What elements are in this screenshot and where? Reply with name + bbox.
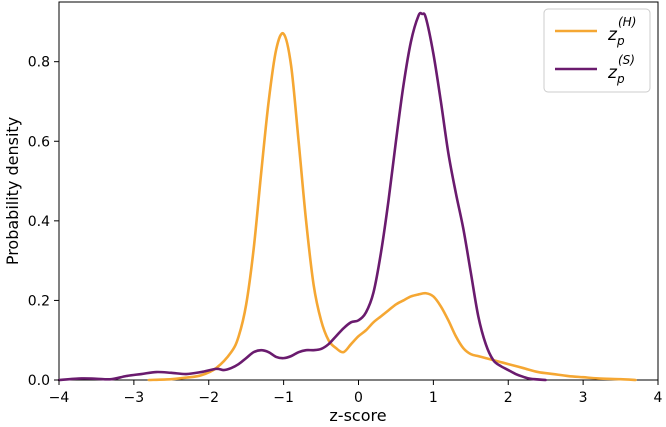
y-tick-label: 0.6 [28,134,50,150]
y-tick-label: 0.8 [28,55,50,71]
y-tick-label: 0.2 [28,293,50,309]
y-tick-label: 0.0 [28,373,50,389]
series-lines [57,11,637,382]
x-tick-label: 3 [579,390,588,406]
legend-label-sup: (H) [618,15,636,29]
x-tick-label: −4 [49,390,70,406]
legend-entry-0: z p (H) [607,15,636,48]
x-tick-label: 2 [504,390,513,406]
y-axis-label: Probability density [3,117,22,265]
legend-label-sub: p [616,72,625,86]
y-tick-label: 0.4 [28,214,50,230]
y-axis-ticks: 0.0 0.2 0.4 0.6 0.8 [28,55,59,389]
x-tick-label: 4 [654,390,663,406]
x-axis-ticks: −4 −3 −2 −1 0 1 2 3 4 [49,380,663,406]
legend-label-sub: p [616,34,625,48]
x-tick-label: 0 [354,390,363,406]
legend-entry-1: z p (S) [607,53,635,86]
series-line-0 [147,31,637,382]
x-tick-label: −1 [273,390,294,406]
legend-label-base: z [607,63,618,83]
series-line-1 [57,11,547,382]
x-tick-label: 1 [429,390,438,406]
x-tick-label: −3 [124,390,145,406]
x-axis-label: z-score [329,406,386,425]
legend-label-base: z [607,25,618,45]
x-tick-label: −2 [198,390,219,406]
legend-label-sup: (S) [618,53,635,67]
legend: z p(H)z p(S) [543,8,651,93]
